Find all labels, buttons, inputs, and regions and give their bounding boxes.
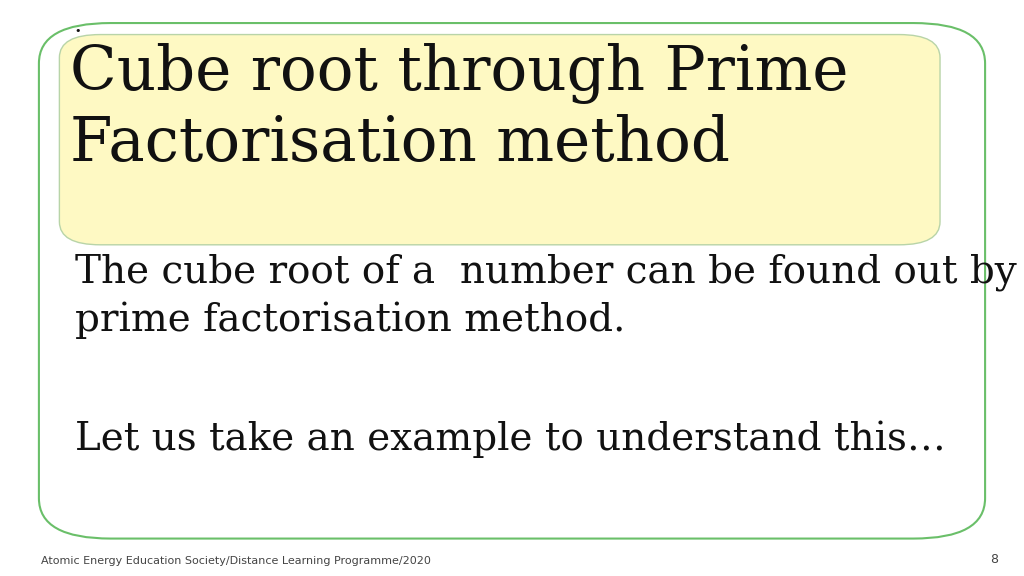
Text: Let us take an example to understand this…: Let us take an example to understand thi… <box>75 420 945 458</box>
Text: Cube root through Prime
Factorisation method: Cube root through Prime Factorisation me… <box>70 43 848 173</box>
Text: 8: 8 <box>990 552 998 566</box>
FancyBboxPatch shape <box>39 23 985 539</box>
Text: The cube root of a  number can be found out by the
prime factorisation method.: The cube root of a number can be found o… <box>75 253 1024 339</box>
FancyBboxPatch shape <box>59 35 940 245</box>
Text: Atomic Energy Education Society/Distance Learning Programme/2020: Atomic Energy Education Society/Distance… <box>41 556 431 566</box>
Text: •: • <box>75 26 81 36</box>
